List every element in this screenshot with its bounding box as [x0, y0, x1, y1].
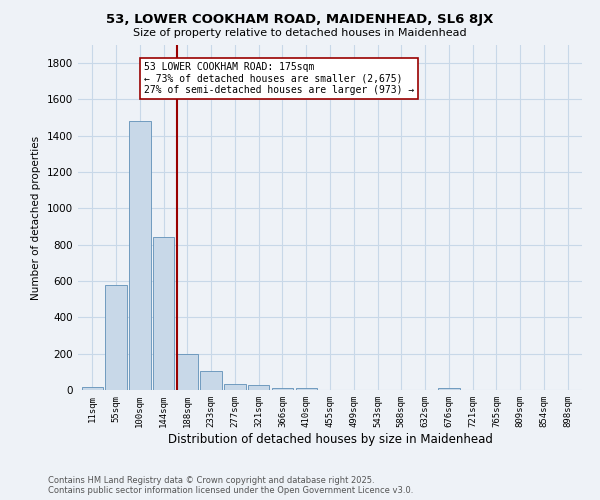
Bar: [129, 122, 151, 390]
Text: 53 LOWER COOKHAM ROAD: 175sqm
← 73% of detached houses are smaller (2,675)
27% o: 53 LOWER COOKHAM ROAD: 175sqm ← 73% of d…: [143, 62, 414, 96]
Y-axis label: Number of detached properties: Number of detached properties: [31, 136, 41, 300]
Bar: [224, 384, 245, 390]
Bar: [248, 386, 269, 390]
Bar: [296, 388, 317, 390]
Bar: [153, 238, 174, 390]
Bar: [438, 388, 460, 390]
Text: Size of property relative to detached houses in Maidenhead: Size of property relative to detached ho…: [133, 28, 467, 38]
X-axis label: Distribution of detached houses by size in Maidenhead: Distribution of detached houses by size …: [167, 432, 493, 446]
Bar: [82, 388, 103, 390]
Bar: [106, 284, 127, 390]
Text: 53, LOWER COOKHAM ROAD, MAIDENHEAD, SL6 8JX: 53, LOWER COOKHAM ROAD, MAIDENHEAD, SL6 …: [106, 12, 494, 26]
Bar: [272, 388, 293, 390]
Text: Contains HM Land Registry data © Crown copyright and database right 2025.
Contai: Contains HM Land Registry data © Crown c…: [48, 476, 413, 495]
Bar: [200, 371, 222, 390]
Bar: [176, 354, 198, 390]
